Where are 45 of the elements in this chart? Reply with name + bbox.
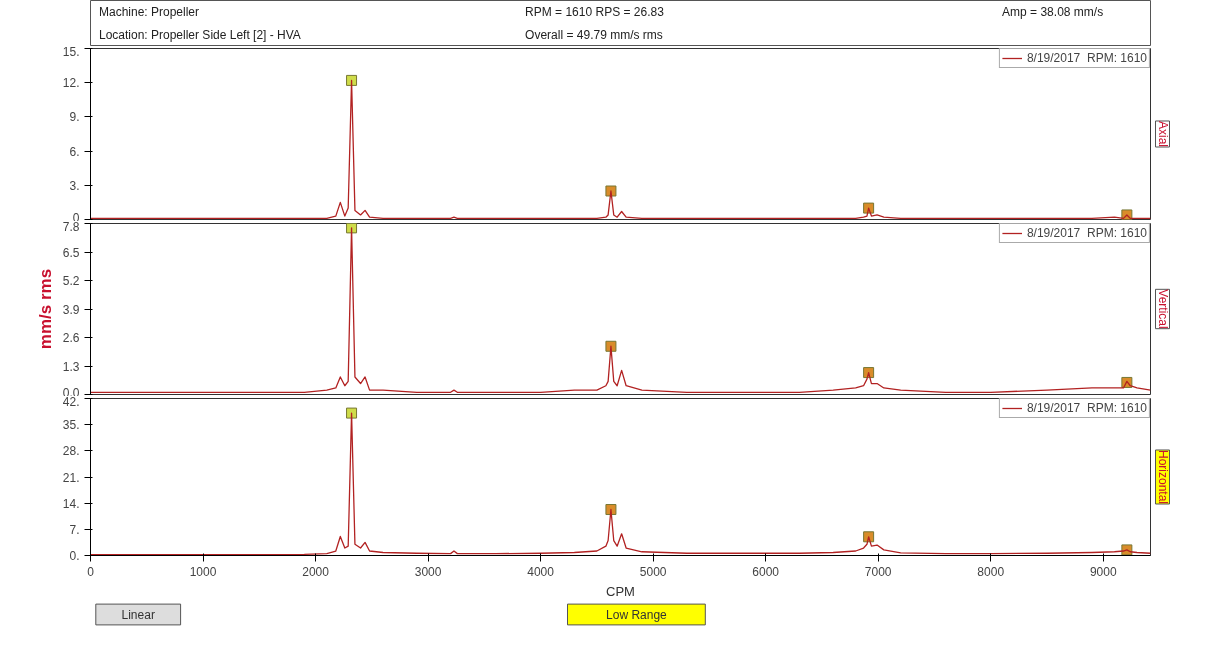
text: Amp = 38.08 mm/s — [1002, 5, 1104, 19]
x-tick-label: 2000 — [302, 564, 330, 579]
x-tick-label: 4000 — [527, 564, 555, 579]
text: Horizontal — [1155, 449, 1170, 505]
y-tick-label: 3.9 — [62, 302, 80, 317]
y-tick-label: 9. — [69, 110, 80, 125]
text: Overall = 49.79 mm/s rms — [525, 28, 663, 42]
x-tick-label: 1000 — [189, 564, 217, 579]
text: Low Range — [606, 607, 668, 622]
point — [605, 340, 617, 352]
y-tick-label: 3. — [69, 178, 80, 193]
y-axis-title: mm/s rms — [35, 268, 55, 350]
x-tick-label: 8000 — [977, 564, 1005, 579]
x-tick-label: 9000 — [1089, 564, 1117, 579]
x-tick-label: 7000 — [864, 564, 892, 579]
x-tick-label: 5000 — [639, 564, 667, 579]
text: Axial — [1155, 121, 1170, 148]
text: RPM = 1610 RPS = 26.83 — [525, 5, 665, 19]
y-tick-label: 14. — [62, 496, 80, 511]
point — [346, 74, 358, 86]
y-tick-label: 1.3 — [62, 359, 80, 374]
x-tick-label: 6000 — [752, 564, 780, 579]
y-tick-label: 0. — [69, 549, 80, 563]
y-tick-label: 21. — [62, 470, 80, 485]
legend-label: 8/19/2017 RPM: 1610 — [1026, 401, 1147, 415]
y-tick-label: 12. — [62, 76, 80, 91]
y-tick-label: 7. — [69, 522, 80, 537]
y-tick-label: 35. — [62, 418, 80, 433]
text: Location: Propeller Side Left [2] - HVA — [98, 28, 301, 42]
x-tick-label: 3000 — [414, 564, 442, 579]
legend-label: 8/19/2017 RPM: 1610 — [1026, 51, 1147, 65]
y-tick-label: 15. — [62, 44, 80, 59]
y-tick-label: 6. — [69, 144, 80, 159]
y-tick-label: 6.5 — [62, 245, 80, 260]
text: Linear — [121, 607, 155, 622]
text: Machine: Propeller — [98, 5, 200, 19]
point — [346, 223, 358, 234]
text: Vertical — [1155, 289, 1170, 329]
x-tick-label: 0 — [87, 564, 95, 579]
y-tick-label: 2.6 — [62, 331, 80, 345]
legend-label: 8/19/2017 RPM: 1610 — [1026, 226, 1147, 240]
y-tick-label: 28. — [62, 444, 80, 459]
x-axis-title: CPM — [606, 583, 635, 599]
point — [346, 407, 358, 419]
y-tick-label: 5.2 — [62, 274, 80, 288]
